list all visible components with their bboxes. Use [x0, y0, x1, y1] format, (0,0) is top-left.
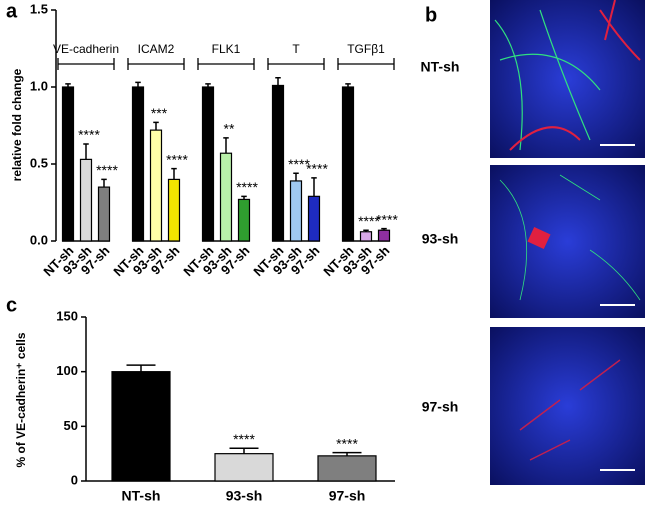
bar	[61, 86, 75, 242]
significance: ****	[358, 213, 380, 229]
error-bar	[153, 121, 159, 131]
image-label: 97-sh	[422, 399, 459, 415]
significance: ****	[78, 127, 100, 143]
panel-label: a	[6, 0, 18, 22]
error-bar	[223, 137, 229, 154]
error-bar	[311, 177, 317, 197]
bar	[317, 455, 377, 482]
significance: ****	[336, 435, 358, 451]
error-bar	[275, 77, 281, 86]
group-bracket	[267, 58, 325, 70]
bar	[97, 186, 111, 242]
significance: ****	[288, 156, 310, 172]
bar	[149, 129, 163, 242]
bar	[341, 86, 355, 242]
group-bracket	[127, 58, 185, 70]
micrograph	[490, 165, 645, 318]
y-tick-label: 0	[71, 472, 78, 487]
error-bar	[83, 143, 89, 160]
y-tick-label: 1.5	[30, 1, 48, 16]
error-bar	[205, 83, 211, 87]
y-tick-label: 50	[64, 418, 78, 433]
significance: ****	[236, 179, 258, 195]
significance: ****	[306, 161, 328, 177]
error-bar	[171, 167, 177, 180]
y-tick-label: 1.0	[30, 78, 48, 93]
bar	[289, 180, 303, 242]
x-tick-label: 97-sh	[329, 488, 366, 504]
error-bar	[363, 229, 369, 232]
error-bar	[241, 195, 247, 200]
group-label: T	[292, 42, 300, 56]
bar	[131, 86, 145, 242]
y-tick-label: 0.0	[30, 232, 48, 247]
y-axis-label: relative fold change	[10, 68, 24, 181]
bar	[111, 371, 171, 482]
image-label: 93-sh	[422, 231, 459, 247]
error-bar	[229, 447, 259, 454]
significance: ****	[233, 431, 255, 447]
error-bar	[345, 83, 351, 87]
micrograph	[490, 327, 645, 485]
error-bar	[293, 172, 299, 181]
group-label: ICAM2	[138, 42, 175, 56]
significance: ****	[96, 162, 118, 178]
panel-label: b	[425, 4, 437, 26]
y-axis-label: % of VE-cadherin⁺ cells	[14, 332, 28, 467]
error-bar	[135, 81, 141, 87]
x-tick-label: 93-sh	[226, 488, 263, 504]
error-bar	[126, 364, 156, 372]
bar	[271, 84, 285, 242]
group-label: TGFβ1	[347, 42, 385, 56]
bar	[79, 158, 93, 242]
bar	[237, 198, 251, 242]
bar	[359, 231, 373, 242]
bar	[167, 178, 181, 242]
significance: ***	[151, 105, 168, 121]
bar	[377, 229, 391, 242]
image-label: NT-sh	[421, 59, 460, 75]
group-label: VE-cadherin	[53, 42, 119, 56]
x-tick-label: NT-sh	[122, 488, 161, 504]
significance: ****	[166, 151, 188, 167]
error-bar	[101, 178, 107, 188]
group-bracket	[337, 58, 395, 70]
group-bracket	[57, 58, 115, 70]
error-bar	[332, 451, 362, 456]
bar	[219, 152, 233, 242]
bar	[201, 86, 215, 242]
significance: **	[224, 121, 235, 137]
significance: ****	[376, 211, 398, 227]
bar	[214, 453, 274, 482]
y-tick-label: 0.5	[30, 155, 48, 170]
error-bar	[381, 227, 387, 231]
bar	[307, 195, 321, 242]
micrograph	[490, 0, 645, 158]
group-label: FLK1	[212, 42, 241, 56]
y-tick-label: 100	[56, 363, 78, 378]
panel-label: c	[6, 294, 17, 316]
error-bar	[65, 83, 71, 87]
y-tick-label: 150	[56, 308, 78, 323]
group-bracket	[197, 58, 255, 70]
